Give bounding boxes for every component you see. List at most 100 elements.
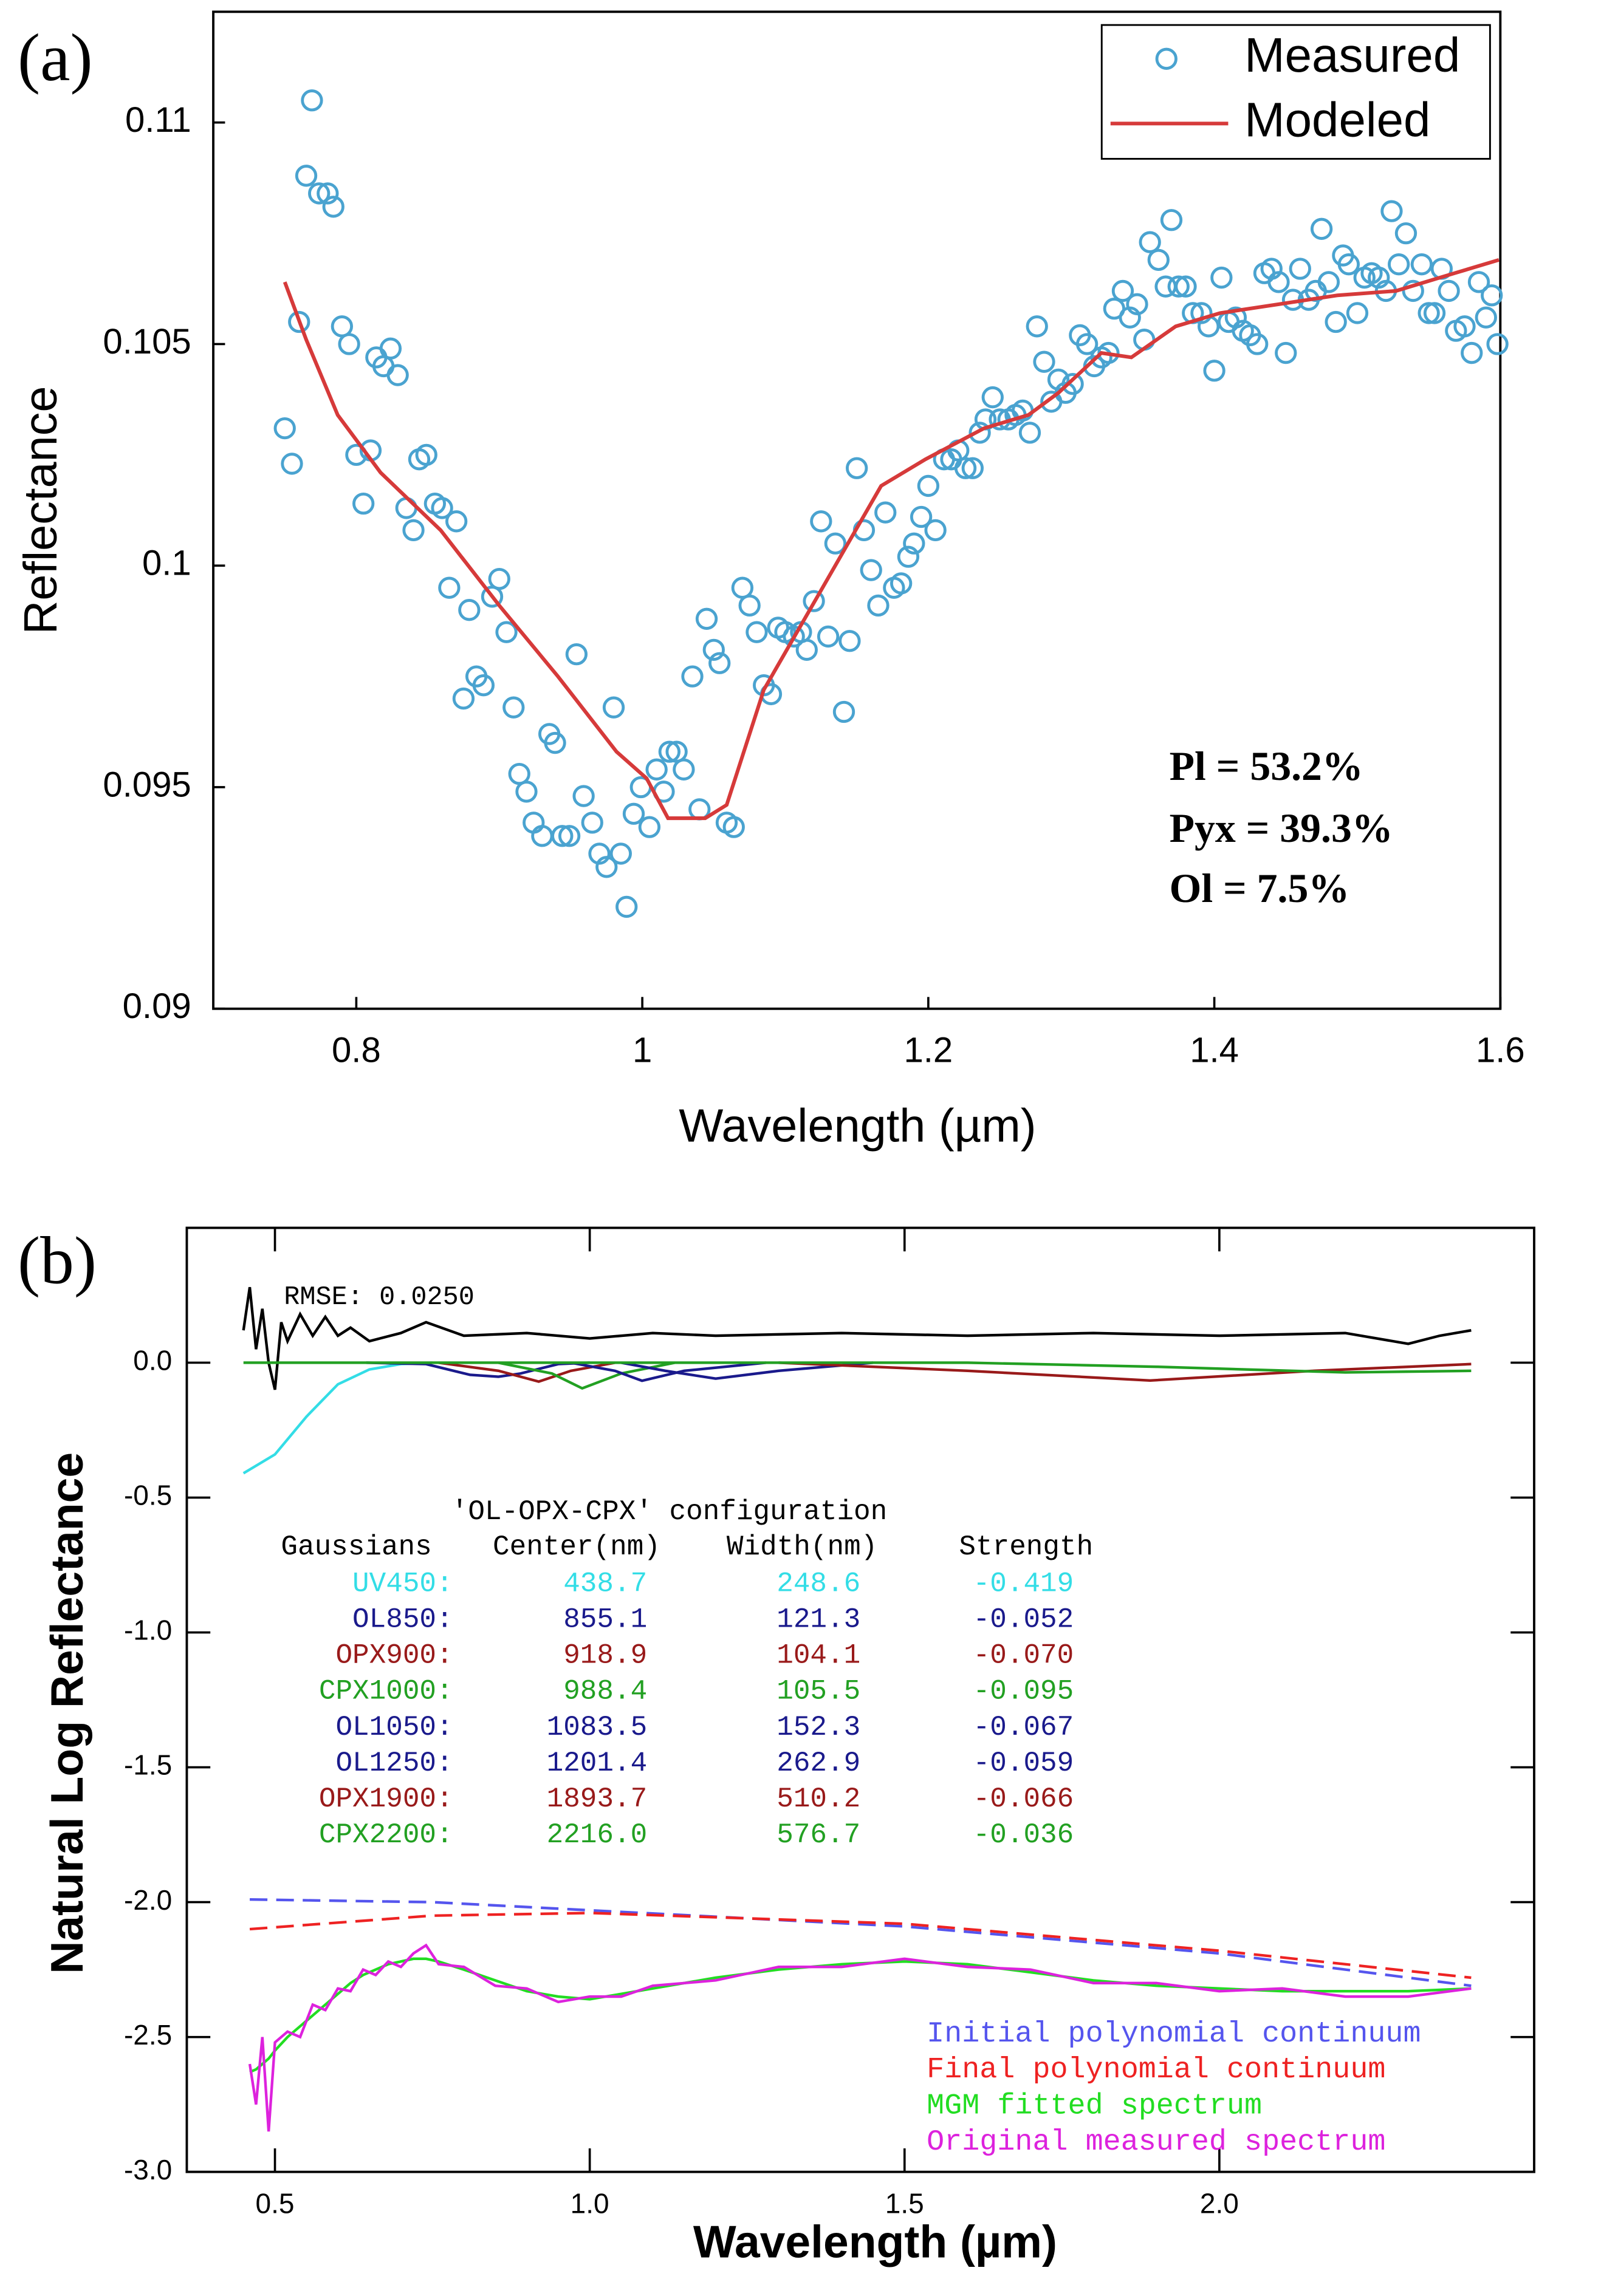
data-point [1461, 341, 1483, 364]
x-tick-label: 0.5 [256, 2188, 295, 2219]
legend-label: Measured [1244, 28, 1460, 82]
data-point [917, 474, 940, 497]
data-point [317, 182, 339, 205]
panel-label: (b) [18, 1223, 97, 1298]
data-point [1275, 341, 1297, 364]
legend-box [1100, 24, 1491, 160]
data-point [544, 731, 566, 754]
data-point [1203, 360, 1225, 382]
data-point [968, 422, 991, 444]
panel-label: (a) [18, 21, 93, 95]
data-point [1346, 302, 1369, 324]
line [498, 1361, 675, 1390]
y-tick-label: 0.095 [103, 765, 191, 804]
data-point [1246, 333, 1269, 355]
data-point [810, 510, 832, 533]
data-point [472, 674, 495, 697]
legend-label: MGM fitted spectrum [927, 2089, 1262, 2123]
data-point [1317, 271, 1340, 293]
data-point [817, 625, 840, 648]
data-point [508, 762, 530, 785]
data-point [572, 785, 595, 807]
data-point [295, 165, 318, 187]
data-point [445, 510, 468, 533]
table-cell: OPX900: [335, 1640, 453, 1672]
y-tick-label: -3.0 [124, 2154, 172, 2185]
data-point [402, 519, 425, 542]
table-cell: OL850: [352, 1604, 453, 1636]
data-point [860, 559, 882, 581]
table-cell: 988.4 [563, 1676, 647, 1707]
data-point [673, 758, 695, 781]
line [621, 1361, 874, 1380]
data-point [565, 643, 588, 666]
data-point [1018, 422, 1041, 444]
table-cell: -0.052 [973, 1604, 1074, 1636]
data-point [1394, 222, 1417, 245]
table-header: Gaussians [281, 1531, 431, 1563]
legend-label: Final polynomial continuum [927, 2053, 1385, 2086]
data-point [1423, 302, 1446, 324]
legend-label: Initial polynomial continuum [927, 2017, 1421, 2051]
data-point [1075, 333, 1099, 355]
x-axis-label: Wavelength (µm) [679, 1100, 1036, 1152]
table-header: Width(nm) [727, 1531, 877, 1563]
data-point [832, 700, 855, 723]
y-tick-label: -2.0 [124, 1884, 172, 1916]
data-point [658, 740, 681, 763]
data-point [910, 505, 933, 528]
data-point [1174, 275, 1197, 298]
x-tick-label: 0.8 [332, 1031, 381, 1070]
data-point [738, 594, 761, 617]
x-tick-label: 1.2 [903, 1031, 953, 1070]
table-cell: 576.7 [776, 1819, 860, 1851]
data-point [1033, 350, 1055, 373]
data-point [638, 816, 661, 838]
y-tick-label: -2.5 [124, 2019, 172, 2051]
x-tick-label: 1.4 [1190, 1031, 1239, 1070]
data-point [1402, 279, 1424, 302]
line [249, 1912, 1472, 1980]
legend-label: Modeled [1244, 92, 1430, 146]
table-cell: CPX2200: [319, 1819, 453, 1851]
data-point [515, 781, 538, 803]
data-point [803, 590, 825, 612]
data-point [795, 638, 818, 661]
table-cell: 1201.4 [547, 1748, 648, 1779]
data-point [954, 457, 977, 479]
line [242, 1286, 1472, 1390]
data-point [1267, 271, 1290, 293]
table-cell: OL1250: [335, 1748, 453, 1779]
x-tick-label: 1.6 [1476, 1031, 1525, 1070]
data-point [681, 665, 704, 688]
data-point [824, 532, 847, 555]
data-point [379, 337, 402, 360]
x-tick-label: 1.5 [885, 2188, 924, 2219]
data-point [708, 652, 731, 674]
x-axis-label: Wavelength (µm) [693, 2216, 1057, 2267]
data-point [322, 196, 345, 218]
data-point [1380, 200, 1403, 222]
y-tick-label: 0.0 [133, 1345, 172, 1376]
table-cell: 2216.0 [547, 1819, 648, 1851]
table-cell: 105.5 [776, 1676, 860, 1707]
line [250, 1898, 1472, 1987]
data-point [1210, 266, 1233, 289]
data-point [595, 856, 618, 878]
data-point [746, 621, 768, 643]
data-point [1486, 333, 1509, 355]
data-point [1260, 258, 1283, 280]
table-header: Center(nm) [493, 1531, 660, 1563]
data-point [308, 182, 331, 205]
legend-label: Original measured spectrum [927, 2125, 1385, 2159]
data-point [386, 364, 409, 386]
data-point [846, 457, 868, 479]
data-point [431, 497, 453, 519]
data-point [1190, 302, 1213, 324]
table-cell: OL1050: [335, 1712, 453, 1743]
data-point [352, 492, 375, 515]
line [366, 1361, 590, 1378]
data-point [838, 630, 861, 652]
x-tick-label: 1 [632, 1031, 652, 1070]
annotation: Pyx = 39.3% [1170, 805, 1393, 851]
